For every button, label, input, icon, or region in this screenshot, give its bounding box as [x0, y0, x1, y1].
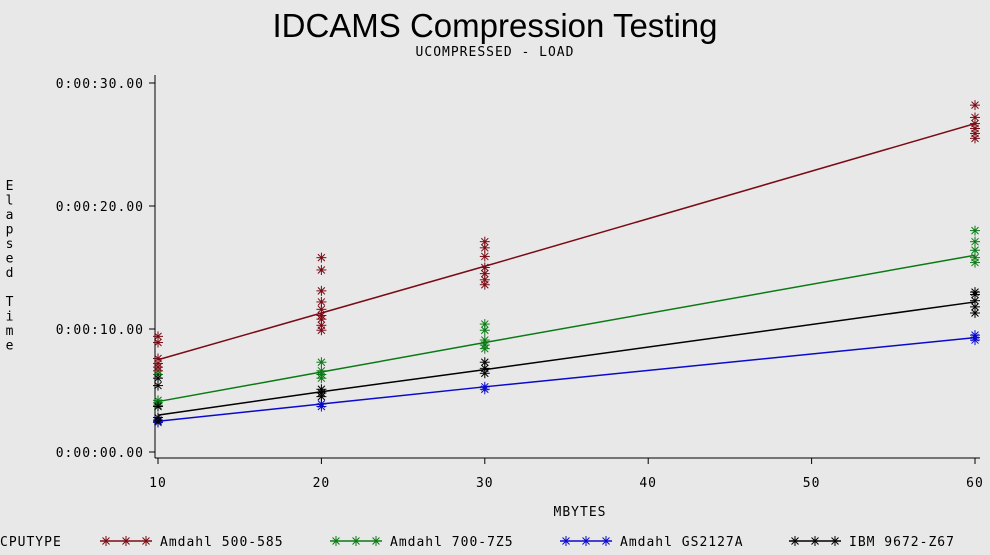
legend-item: Amdahl 700-7Z5	[330, 535, 514, 550]
legend-title: CPUTYPE	[0, 535, 62, 550]
data-point	[316, 296, 327, 307]
y-axis-title-char: e	[6, 252, 15, 267]
legend-item: Amdahl 500-585	[100, 535, 284, 550]
data-point	[141, 536, 151, 546]
data-point	[601, 536, 611, 546]
data-point	[479, 319, 490, 330]
data-point	[479, 251, 490, 262]
data-point	[331, 536, 341, 546]
fit-line	[157, 254, 976, 403]
y-axis-title-char: p	[6, 223, 15, 238]
x-axis-title: MBYTES	[554, 505, 607, 520]
data-point	[153, 401, 163, 412]
legend-label: Amdahl GS2127A	[620, 535, 744, 550]
y-axis-title-char: l	[6, 194, 15, 209]
data-point	[316, 252, 327, 263]
data-point	[316, 357, 327, 368]
legend-item: IBM 9672-Z67	[789, 535, 955, 550]
data-point	[371, 536, 381, 546]
chart-title: IDCAMS Compression Testing	[272, 7, 717, 44]
data-point	[970, 118, 980, 129]
data-point	[479, 381, 490, 392]
data-point	[790, 536, 800, 546]
y-axis-title-char: T	[6, 295, 15, 310]
y-axis-title-char: E	[6, 179, 15, 194]
data-point	[970, 225, 980, 236]
data-point	[970, 100, 980, 111]
legend-label: Amdahl 500-585	[160, 535, 284, 550]
y-tick-label: 0:00:30.00	[56, 77, 144, 92]
data-point	[479, 236, 490, 247]
y-axis-title-char: m	[6, 324, 15, 339]
data-point	[153, 412, 163, 423]
plot-area	[154, 75, 980, 459]
data-point	[316, 310, 327, 321]
y-tick-label: 0:00:00.00	[56, 446, 144, 461]
data-point	[970, 301, 980, 312]
data-point	[970, 308, 980, 319]
y-axis-title-char: s	[6, 237, 15, 252]
data-point	[153, 353, 163, 364]
fit-line	[157, 336, 976, 422]
y-axis: 0:00:00.00 0:00:10.00 0:00:20.00 0:00:30.00	[56, 77, 155, 461]
legend-item: Amdahl GS2127A	[560, 535, 744, 550]
data-point	[830, 536, 840, 546]
legend: CPUTYPE Amdahl 500-585 Amdahl 700-7Z5 Amdah…	[0, 535, 955, 550]
data-point	[153, 373, 163, 384]
data-point	[479, 262, 490, 273]
data-point	[970, 287, 980, 298]
data-point	[316, 285, 327, 296]
data-point	[970, 245, 980, 256]
y-tick-label: 0:00:10.00	[56, 323, 144, 338]
y-axis-title-char: a	[6, 208, 15, 223]
data-point	[153, 331, 163, 342]
y-axis-title-char: d	[6, 266, 15, 281]
y-axis-title-char: e	[6, 339, 15, 354]
regression-lines	[157, 122, 976, 422]
y-tick-label: 0:00:20.00	[56, 200, 144, 215]
legend-label: Amdahl 700-7Z5	[390, 535, 514, 550]
x-tick-label: 40	[639, 476, 657, 491]
data-point	[351, 536, 361, 546]
data-points	[153, 100, 980, 428]
data-point	[970, 112, 980, 123]
data-point	[121, 536, 131, 546]
legend-label: IBM 9672-Z67	[849, 535, 955, 550]
x-tick-label: 50	[803, 476, 821, 491]
x-axis: 10 20 30 40 50 60	[149, 458, 984, 491]
data-point	[316, 264, 327, 275]
data-point	[316, 365, 327, 376]
data-point	[101, 536, 111, 546]
data-point	[479, 242, 490, 253]
fit-line	[157, 301, 976, 416]
data-point	[810, 536, 820, 546]
data-point	[970, 236, 980, 247]
data-point	[479, 357, 490, 368]
data-point	[316, 384, 327, 395]
fit-line	[157, 122, 976, 361]
x-tick-label: 30	[476, 476, 494, 491]
x-tick-label: 20	[313, 476, 331, 491]
x-tick-label: 10	[149, 476, 167, 491]
data-point	[581, 536, 591, 546]
y-axis-title-char: i	[6, 310, 15, 325]
data-point	[479, 335, 490, 346]
data-point	[561, 536, 571, 546]
x-tick-label: 60	[966, 476, 984, 491]
chart-subtitle: UCOMPRESSED - LOAD	[416, 45, 575, 60]
data-point	[970, 330, 980, 341]
